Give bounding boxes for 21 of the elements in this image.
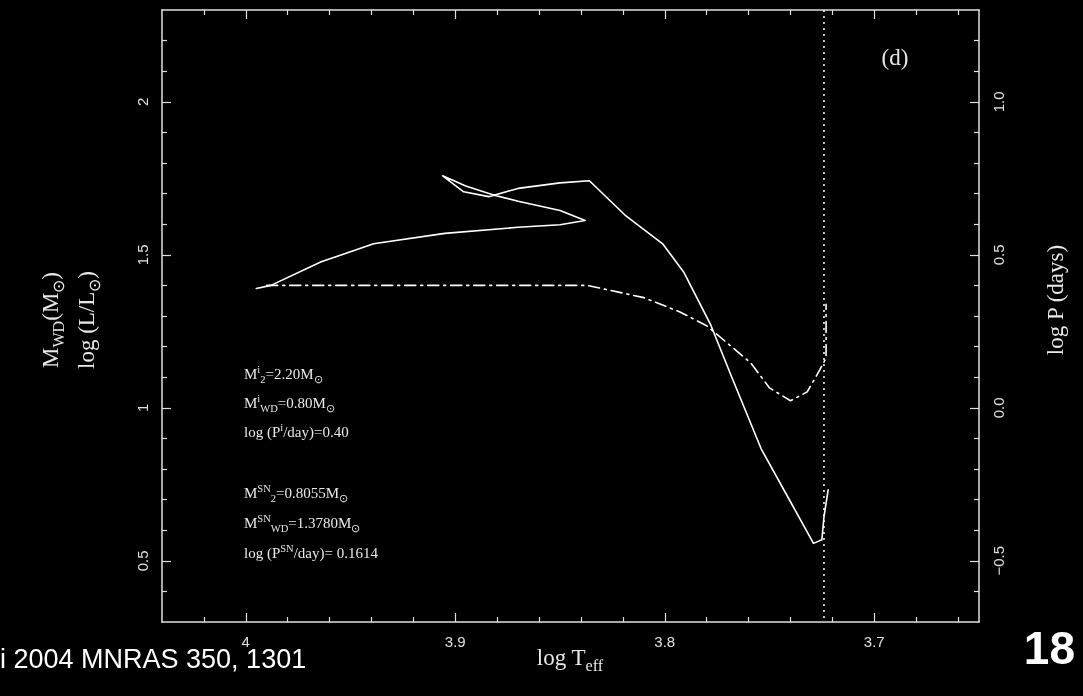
annotation: (d) [881, 45, 909, 72]
annotation: M$^{i}$$_{2}$=2.20M$_{⊙}$ [244, 364, 323, 387]
y-tick-label: 2 [134, 97, 151, 106]
annotation: M$^{i}$$_{WD}$=0.80M$_{⊙}$ [244, 393, 335, 416]
y2-tick-label: 0.0 [990, 397, 1007, 419]
y2-tick-label: 1.0 [990, 91, 1007, 113]
y2-axis-title: log P (days) [1042, 244, 1069, 356]
y2-tick-label: 0.5 [990, 244, 1007, 266]
x-tick-label: 3.8 [654, 633, 676, 650]
y-tick-label: 0.5 [134, 550, 151, 572]
annotation: M$^{SN}$$_{WD}$=1.3780M$_{⊙}$ [244, 513, 361, 536]
annotation: log (P$^{i}$/day)=0.40 [244, 422, 349, 442]
annotation: log (P$^{SN}$/day)= 0.1614 [244, 543, 378, 563]
y-tick-label: 1 [134, 403, 151, 412]
x-tick-label: 3.7 [863, 633, 885, 650]
y2-tick-label: −0.5 [990, 545, 1007, 576]
annotation: M$^{SN}$$_{2}$=0.8055M$_{⊙}$ [244, 483, 349, 506]
y-tick-label: 1.5 [134, 244, 151, 266]
text: 18 [1023, 622, 1075, 675]
x-axis-title: log T$_{eff}$ [536, 645, 604, 676]
x-tick-label: 3.9 [444, 633, 466, 650]
